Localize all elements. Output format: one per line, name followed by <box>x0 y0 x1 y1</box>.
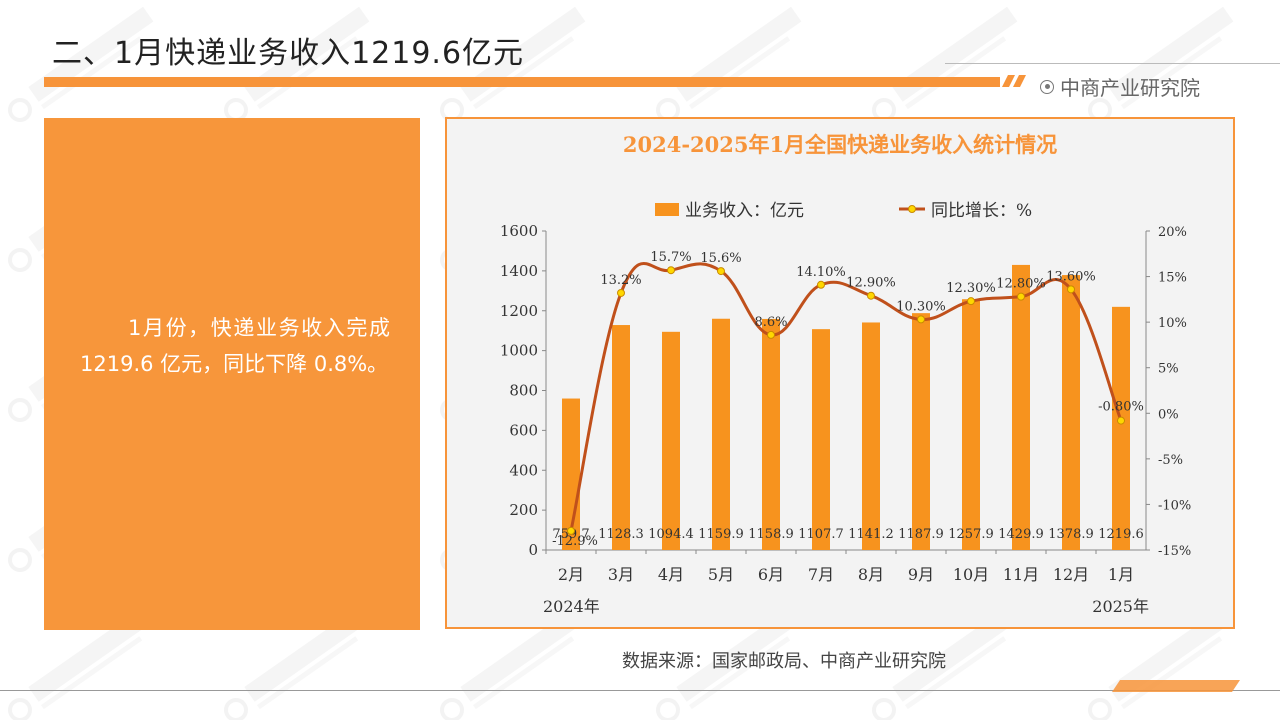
growth-label: 12.90% <box>846 276 896 291</box>
legend-bar-label: 业务收入：亿元 <box>685 201 804 221</box>
bar-value-label: 1128.3 <box>598 527 644 542</box>
growth-label: 12.80% <box>996 277 1046 292</box>
x-tick-label: 10月 <box>953 565 989 584</box>
y-left-tick-label: 0 <box>528 541 538 559</box>
y-right-tick-label: -5% <box>1158 453 1183 468</box>
page-title: 二、1月快递业务收入1219.6亿元 <box>52 36 525 71</box>
bar-value-label: 1187.9 <box>898 527 944 542</box>
footer-divider <box>0 690 1280 691</box>
x-tick-label: 7月 <box>808 565 834 584</box>
header-divider-line <box>945 63 1280 64</box>
x-tick-label: 3月 <box>608 565 634 584</box>
x-tick-label: 12月 <box>1053 565 1089 584</box>
growth-label: -0.80% <box>1098 400 1144 415</box>
y-left-tick-label: 1400 <box>500 262 538 280</box>
bar-value-label: 1378.9 <box>1048 527 1094 542</box>
growth-point <box>567 526 575 535</box>
title-stripes-decoration <box>1002 75 1026 87</box>
growth-label: 14.10% <box>796 265 846 280</box>
y-left-tick-label: 1000 <box>500 342 538 360</box>
x-tick-label: 8月 <box>858 565 884 584</box>
growth-point <box>767 330 775 339</box>
x-tick-label: 11月 <box>1003 565 1039 584</box>
growth-point <box>1117 416 1125 425</box>
growth-label: 8.6% <box>754 315 787 330</box>
y-right-tick-label: 0% <box>1158 407 1179 422</box>
x-tick-label: 5月 <box>708 565 734 584</box>
revenue-chart: 2024-2025年1月全国快递业务收入统计情况 0 200 400 600 800 100… <box>500 132 1191 616</box>
y-left-tick-label: 200 <box>509 501 538 519</box>
growth-point <box>917 315 925 324</box>
growth-label: 13.60% <box>1046 269 1096 284</box>
growth-point <box>867 291 875 300</box>
y-right-tick-label: 15% <box>1158 271 1187 286</box>
bar-value-label: 1141.2 <box>848 527 894 542</box>
y-left-tick-label: 600 <box>509 421 538 439</box>
year-label-end: 2025年 <box>1092 597 1149 616</box>
year-label-start: 2024年 <box>543 597 600 616</box>
bar-value-label: 1107.7 <box>798 527 844 542</box>
bar-revenue <box>812 329 830 550</box>
bar-revenue <box>1012 264 1030 550</box>
growth-point <box>967 297 975 306</box>
bar-revenue <box>662 331 680 550</box>
bar-revenue <box>962 299 980 550</box>
growth-label: 10.30% <box>896 299 946 314</box>
bar-value-label: 1429.9 <box>998 527 1044 542</box>
growth-point <box>817 280 825 289</box>
bar-revenue <box>912 313 930 550</box>
growth-point <box>667 266 675 275</box>
brand-label: 中商产业研究院 <box>1040 72 1200 101</box>
growth-point <box>717 267 725 276</box>
source-note: 数据来源：国家邮政局、中商产业研究院 <box>622 651 946 672</box>
bar-revenue <box>712 318 730 550</box>
chart-title: 2024-2025年1月全国快递业务收入统计情况 <box>623 132 1057 157</box>
growth-label: 15.7% <box>650 250 691 265</box>
bar-revenue <box>862 322 880 550</box>
y-right-tick-label: -15% <box>1158 544 1191 559</box>
y-left-tick-label: 800 <box>509 382 538 400</box>
y-right-tick-label: 5% <box>1158 362 1179 377</box>
growth-point <box>1017 292 1025 301</box>
growth-point <box>1067 285 1075 294</box>
growth-label: 13.2% <box>600 273 641 288</box>
growth-label: 15.6% <box>700 251 741 266</box>
x-tick-label: 1月 <box>1108 565 1134 584</box>
x-tick-label: 2月 <box>558 565 584 584</box>
chart-container: 2024-2025年1月全国快递业务收入统计情况 0 200 400 600 800 100… <box>445 117 1235 629</box>
growth-label: -12.9% <box>552 534 598 549</box>
target-icon <box>1040 79 1054 94</box>
y-right-tick-label: -10% <box>1158 498 1191 513</box>
y-right-tick-label: 10% <box>1158 316 1187 331</box>
bar-revenue <box>612 325 630 550</box>
bar-revenue <box>762 318 780 550</box>
x-tick-label: 9月 <box>908 565 934 584</box>
y-left-tick-label: 400 <box>509 461 538 479</box>
footer-stripes-decoration <box>1112 680 1240 692</box>
growth-label: 12.30% <box>946 281 996 296</box>
legend-bar-swatch <box>655 203 679 216</box>
bar-revenue <box>1112 306 1130 550</box>
brand-name: 中商产业研究院 <box>1060 76 1200 100</box>
bar-value-label: 1159.9 <box>698 527 744 542</box>
bar-revenue <box>1062 275 1080 550</box>
bar-value-label: 1219.6 <box>1098 527 1144 542</box>
y-right-tick-label: 20% <box>1158 225 1187 240</box>
title-underline-bar <box>44 77 1000 87</box>
legend-line-marker <box>908 205 916 213</box>
bar-value-label: 1257.9 <box>948 527 994 542</box>
summary-text: 1月份，快递业务收入完成 1219.6 亿元，同比下降 0.8%。 <box>80 316 390 376</box>
bar-value-label: 1158.9 <box>748 527 794 542</box>
x-tick-label: 4月 <box>658 565 684 584</box>
y-left-tick-label: 1200 <box>500 302 538 320</box>
growth-line <box>569 261 1123 532</box>
growth-point <box>617 288 625 297</box>
y-left-tick-label: 1600 <box>500 222 538 240</box>
x-tick-label: 6月 <box>758 565 784 584</box>
summary-panel: 1月份，快递业务收入完成 1219.6 亿元，同比下降 0.8%。 <box>44 118 420 630</box>
legend-line-label: 同比增长：% <box>931 201 1032 221</box>
bar-value-label: 1094.4 <box>648 527 694 542</box>
